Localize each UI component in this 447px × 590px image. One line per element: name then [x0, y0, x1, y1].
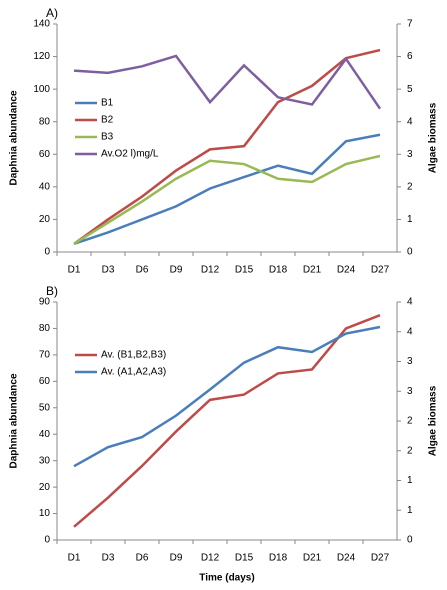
x-tick-label: D18 — [269, 553, 288, 564]
y2-tick-label: 0 — [407, 535, 413, 546]
y2-tick-label: 2 — [407, 181, 413, 192]
y-tick-label: 70 — [39, 350, 51, 361]
y-tick-label: 10 — [39, 508, 51, 519]
legend-label: B3 — [101, 132, 114, 143]
y-tick-label: 80 — [39, 116, 51, 127]
y2-tick-label: 4 — [407, 116, 413, 127]
y2-tick-label: 1 — [407, 475, 413, 486]
y2-tick-label: 1 — [407, 214, 413, 225]
series-line — [73, 154, 381, 245]
y-tick-label: 100 — [33, 84, 50, 95]
y-tick-label: 40 — [39, 429, 51, 440]
x-tick-label: D15 — [235, 553, 254, 564]
x-tick-label: D9 — [170, 265, 183, 276]
y-tick-label: 50 — [39, 402, 51, 413]
series-line — [73, 314, 381, 528]
y2-axis-label: Algae biomass — [428, 385, 439, 456]
legend-label: Av.O2 l)mg/L — [101, 149, 159, 160]
x-tick-label: D27 — [371, 553, 390, 564]
y2-tick-label: 0 — [407, 247, 413, 258]
y2-tick-label: 3 — [407, 356, 413, 367]
series-line — [73, 54, 382, 110]
x-axis-label: Time (days) — [199, 573, 254, 584]
y-axis-label: Daphnia abundance — [9, 373, 20, 468]
x-tick-label: D6 — [136, 553, 149, 564]
y-tick-label: 140 — [33, 19, 50, 30]
x-tick-label: D6 — [136, 265, 149, 276]
y2-tick-label: 6 — [407, 51, 413, 62]
legend-label: Av. (A1,A2,A3) — [101, 367, 166, 378]
x-tick-label: D24 — [337, 553, 356, 564]
y2-tick-label: 3 — [407, 386, 413, 397]
y-tick-label: 60 — [39, 376, 51, 387]
x-tick-label: D18 — [269, 265, 288, 276]
y2-tick-label: 3 — [407, 149, 413, 160]
series-line — [73, 48, 381, 245]
panel-label: A) — [46, 6, 58, 20]
y-tick-label: 90 — [39, 297, 51, 308]
x-tick-label: D27 — [371, 265, 390, 276]
x-tick-label: D1 — [68, 265, 81, 276]
legend-label: B2 — [101, 115, 114, 126]
y-tick-label: 0 — [44, 535, 50, 546]
x-tick-label: D9 — [170, 553, 183, 564]
legend-label: Av. (B1,B2,B3) — [101, 350, 166, 361]
y2-tick-label: 4 — [407, 297, 413, 308]
y-axis-label: Daphnia abundance — [9, 90, 20, 185]
x-tick-label: D15 — [235, 265, 254, 276]
y-tick-label: 30 — [39, 455, 51, 466]
y-tick-label: 0 — [44, 247, 50, 258]
legend-label: B1 — [101, 98, 114, 109]
y2-tick-label: 2 — [407, 445, 413, 456]
x-tick-label: D3 — [102, 553, 115, 564]
x-tick-label: D1 — [68, 553, 81, 564]
y-tick-label: 80 — [39, 323, 51, 334]
series-line — [73, 133, 381, 246]
panel-label: B) — [46, 284, 58, 298]
x-tick-label: D12 — [201, 553, 220, 564]
x-tick-label: D21 — [303, 265, 322, 276]
y-tick-label: 20 — [39, 214, 51, 225]
x-tick-label: D12 — [201, 265, 220, 276]
y2-tick-label: 1 — [407, 505, 413, 516]
y-tick-label: 60 — [39, 149, 51, 160]
y-tick-label: 40 — [39, 181, 51, 192]
y-tick-label: 20 — [39, 482, 51, 493]
y2-tick-label: 2 — [407, 416, 413, 427]
y2-axis-label: Algae biomass — [428, 102, 439, 173]
series-line — [73, 325, 381, 468]
y2-tick-label: 5 — [407, 84, 413, 95]
x-tick-label: D21 — [303, 553, 322, 564]
y2-tick-label: 7 — [407, 19, 413, 30]
x-tick-label: D24 — [337, 265, 356, 276]
y2-tick-label: 4 — [407, 326, 413, 337]
x-tick-label: D3 — [102, 265, 115, 276]
y-tick-label: 120 — [33, 51, 50, 62]
